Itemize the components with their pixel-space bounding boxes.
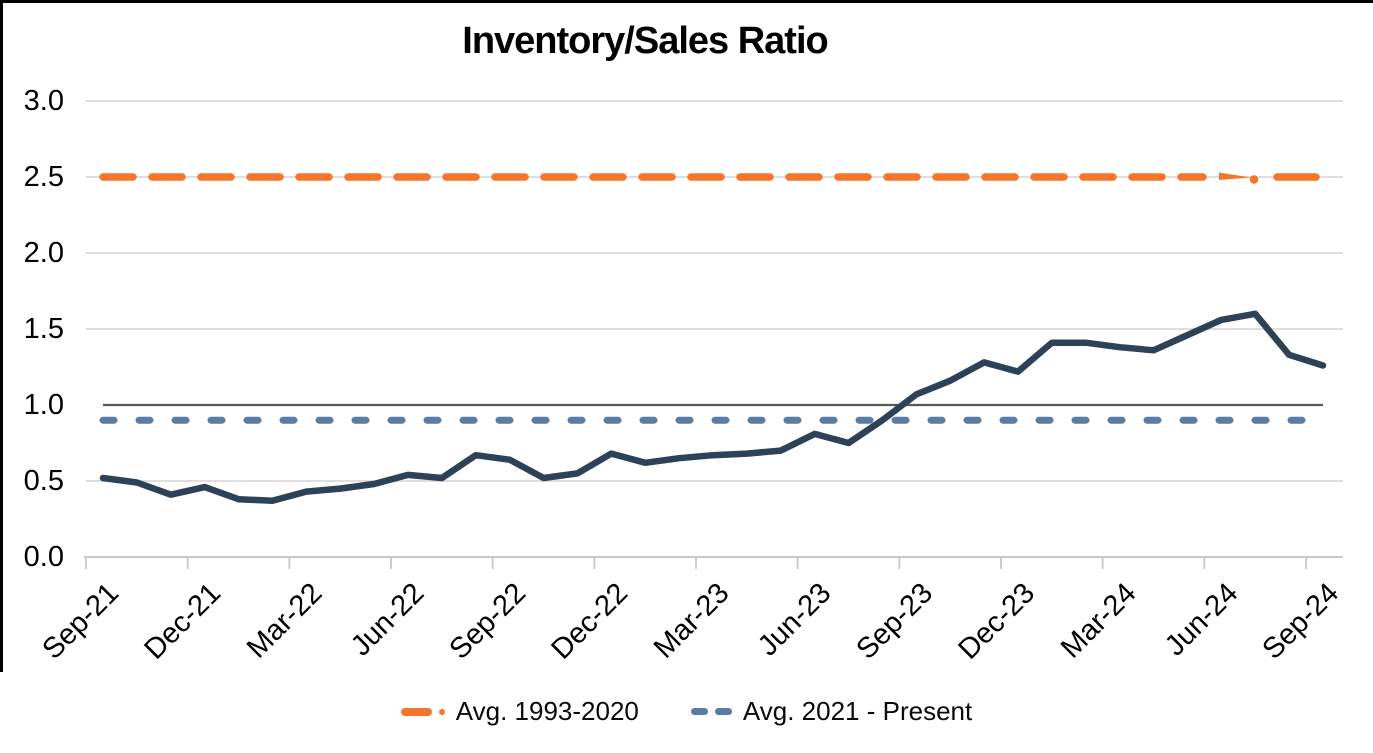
inventory-sales-ratio-line (99, 310, 1327, 505)
chart-title: Inventory/Sales Ratio (462, 20, 828, 62)
y-axis-tick-label: 1.0 (23, 389, 64, 421)
avg-line-taper-artifact (1219, 172, 1251, 180)
legend: Avg. 1993-2020 Avg. 2021 - Present (0, 696, 1373, 727)
legend-label-avg-2021-present: Avg. 2021 - Present (742, 696, 973, 726)
y-axis-tick-label: 2.5 (23, 161, 64, 193)
y-axis-tick-label: 3.0 (23, 85, 64, 117)
y-axis-tick-label: 0.0 (23, 541, 64, 573)
legend-item-avg-1993-2020: Avg. 1993-2020 (400, 696, 639, 727)
y-axis-tick-label: 2.0 (23, 237, 64, 269)
avg-line-dot-artifact (1249, 175, 1259, 184)
top-border (0, 0, 1373, 3)
legend-item-avg-2021-present: Avg. 2021 - Present (690, 696, 973, 727)
orange-dash-dot-icon (400, 707, 445, 716)
y-axis-tick-label: 1.5 (23, 313, 64, 345)
y-axis-tick-label: 0.5 (23, 465, 64, 497)
left-border (0, 0, 3, 672)
blue-dashes-icon (690, 708, 732, 715)
legend-label-avg-1993-2020: Avg. 1993-2020 (455, 696, 639, 726)
